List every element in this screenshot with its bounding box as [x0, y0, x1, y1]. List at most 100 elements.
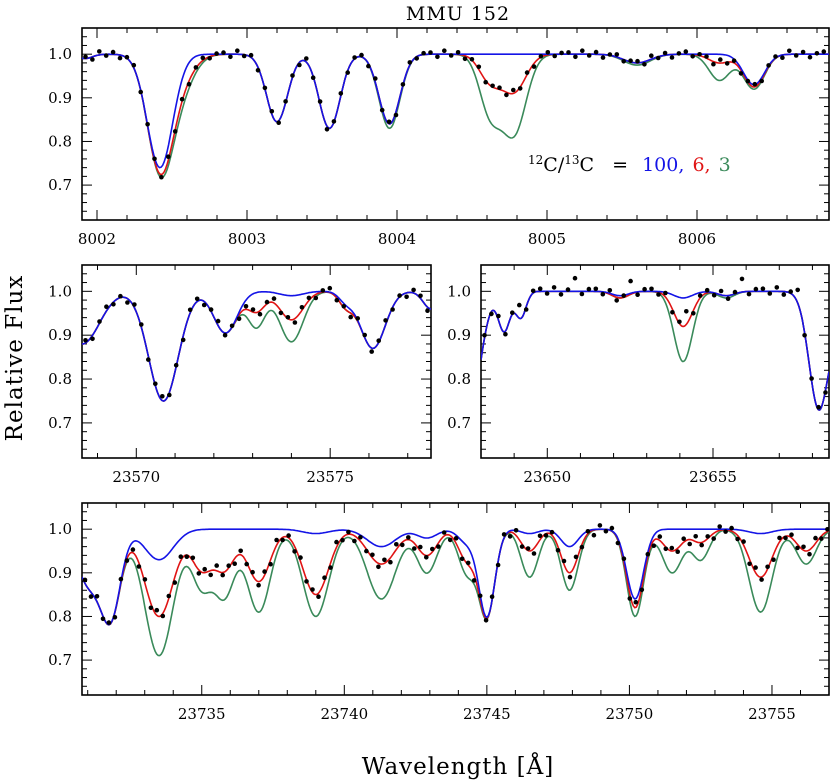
x-tick-label: 23750 — [606, 705, 654, 723]
observed-point — [436, 544, 441, 549]
model-line-ratio-100 — [481, 290, 829, 411]
figure-title: MMU 152 — [406, 3, 510, 25]
observed-point — [142, 577, 148, 582]
observed-point — [628, 58, 633, 63]
y-tick-label: 1.0 — [48, 45, 72, 63]
observed-point — [412, 546, 417, 551]
observed-point — [280, 537, 285, 543]
observed-point — [124, 54, 130, 60]
observed-point — [586, 53, 592, 58]
observed-point — [663, 546, 669, 552]
observed-point — [286, 533, 291, 538]
observed-point — [313, 295, 319, 301]
observed-point — [290, 73, 295, 78]
observed-point — [106, 620, 112, 625]
y-tick-label: 0.8 — [48, 370, 72, 388]
observed-point — [718, 57, 723, 62]
model-line-ratio-6 — [82, 528, 829, 626]
observed-point — [531, 64, 537, 69]
observed-point — [166, 154, 171, 159]
observed-point — [517, 302, 522, 308]
observed-point — [97, 49, 102, 54]
observed-point — [691, 311, 696, 316]
model-line-ratio-100 — [82, 528, 829, 626]
panel-plot-area — [82, 285, 431, 402]
observed-point — [448, 53, 454, 58]
observed-point — [793, 53, 799, 58]
observed-point — [483, 618, 489, 623]
model-line-ratio-3 — [481, 290, 829, 411]
x-tick-label: 23575 — [306, 468, 354, 486]
ratio-sup-13: 13 — [564, 153, 579, 167]
y-tick-label: 0.7 — [48, 414, 72, 432]
observed-point — [549, 529, 555, 535]
observed-point — [747, 561, 752, 567]
x-tick-label: 23740 — [320, 705, 368, 723]
observed-point — [819, 536, 824, 541]
observed-point — [200, 55, 206, 61]
observed-point — [802, 333, 807, 338]
observed-point — [278, 310, 284, 316]
observed-point — [148, 605, 154, 611]
panel-plot-area — [481, 275, 829, 411]
observed-point — [501, 532, 507, 537]
observed-point — [221, 50, 226, 55]
observed-point — [379, 107, 385, 113]
observed-point — [112, 615, 118, 620]
observed-point — [250, 569, 255, 575]
observed-point — [739, 276, 745, 282]
observed-point — [447, 537, 453, 543]
observed-point — [228, 54, 233, 60]
ratio-annotation: 12C/13C = 100, 6, 3 — [528, 153, 731, 176]
observed-point — [651, 543, 657, 548]
observed-point — [476, 64, 482, 70]
observed-point — [207, 56, 212, 61]
observed-point — [745, 78, 751, 84]
observed-point — [178, 554, 184, 559]
observed-point — [376, 564, 381, 570]
observed-point — [655, 55, 661, 61]
observed-point — [591, 532, 597, 538]
observed-point — [453, 536, 459, 541]
y-tick-label: 1.0 — [48, 520, 72, 538]
observed-point — [132, 302, 137, 307]
observed-point — [250, 307, 256, 312]
observed-point — [383, 318, 388, 323]
x-tick-label: 23655 — [689, 468, 737, 486]
observed-point — [669, 545, 675, 551]
observed-point — [348, 314, 354, 320]
observed-point — [352, 538, 357, 544]
observed-point — [621, 59, 626, 64]
observed-point — [795, 545, 800, 551]
observed-point — [376, 338, 382, 344]
ratio-c1: C/ — [543, 154, 565, 176]
observed-point — [428, 50, 433, 55]
x-tick-label: 23755 — [748, 705, 796, 723]
observed-point — [607, 52, 613, 57]
observed-point — [386, 119, 392, 125]
y-tick-label: 0.7 — [48, 176, 72, 194]
observed-point — [304, 579, 309, 584]
x-axis-title: Wavelength [Å] — [362, 752, 554, 780]
y-tick-label: 0.9 — [48, 89, 72, 107]
observed-point — [406, 535, 411, 540]
observed-point — [465, 560, 471, 566]
observed-point — [317, 99, 323, 104]
observed-point — [723, 529, 728, 534]
observed-point — [124, 558, 130, 563]
observed-point — [201, 302, 207, 308]
observed-point — [717, 524, 722, 529]
observed-point — [397, 293, 402, 298]
observed-point — [586, 286, 592, 292]
ratio-equals: = — [612, 154, 628, 176]
observed-point — [214, 563, 219, 568]
observed-point — [166, 593, 172, 599]
observed-point — [232, 561, 237, 566]
observed-point — [537, 533, 543, 539]
observed-point — [364, 548, 369, 554]
observed-point — [274, 537, 279, 543]
observed-point — [544, 291, 550, 296]
observed-point — [621, 556, 627, 561]
y-tick-label: 0.9 — [48, 564, 72, 582]
ratio-value-3: 3 — [719, 154, 731, 176]
